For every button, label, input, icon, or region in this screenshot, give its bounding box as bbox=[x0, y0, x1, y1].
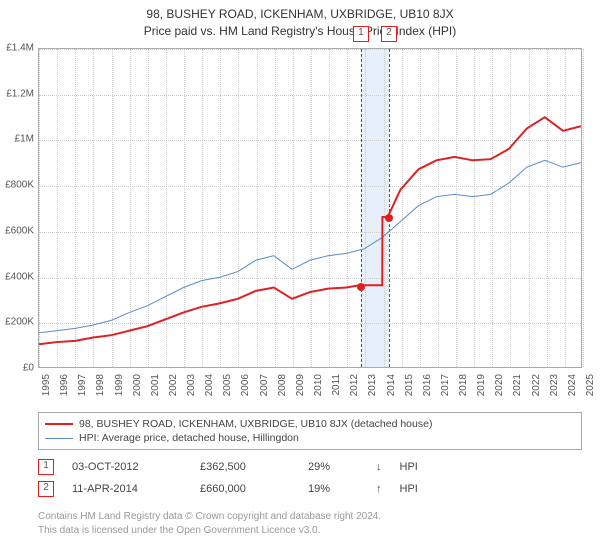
sale-direction-icon: ↓ bbox=[376, 461, 382, 473]
sale-pct: 19% bbox=[308, 483, 358, 495]
sale-marker bbox=[385, 214, 393, 222]
x-tick-label: 1999 bbox=[114, 374, 125, 396]
x-tick-label: 2021 bbox=[512, 374, 523, 396]
x-tick-label: 2012 bbox=[349, 374, 360, 396]
x-tick-label: 1995 bbox=[41, 374, 52, 396]
sale-record-1: 1 03-OCT-2012 £362,500 29% ↓ HPI bbox=[38, 456, 582, 478]
legend-row-hpi: HPI: Average price, detached house, Hill… bbox=[45, 431, 575, 445]
page-subtitle: Price paid vs. HM Land Registry's House … bbox=[0, 23, 600, 40]
x-tick-label: 2011 bbox=[331, 374, 342, 396]
x-tick-label: 2007 bbox=[259, 374, 270, 396]
x-tick-label: 2019 bbox=[476, 374, 487, 396]
x-tick-label: 2003 bbox=[186, 374, 197, 396]
legend-row-property: 98, BUSHEY ROAD, ICKENHAM, UXBRIDGE, UB1… bbox=[45, 417, 575, 431]
y-tick-label: £800K bbox=[0, 180, 34, 191]
sale-price: £660,000 bbox=[200, 483, 290, 495]
x-tick-label: 2020 bbox=[494, 374, 505, 396]
sale-direction-icon: ↑ bbox=[376, 483, 382, 495]
sale-flag-2: 2 bbox=[381, 26, 397, 42]
sale-vs-label: HPI bbox=[400, 461, 418, 473]
y-tick-label: £1M bbox=[0, 134, 34, 145]
x-tick-label: 2018 bbox=[458, 374, 469, 396]
x-tick-label: 2005 bbox=[222, 374, 233, 396]
sale-vs-label: HPI bbox=[400, 483, 418, 495]
x-tick-label: 2002 bbox=[168, 374, 179, 396]
footer-copyright: Contains HM Land Registry data © Crown c… bbox=[38, 510, 582, 524]
sale-pct: 29% bbox=[308, 461, 358, 473]
sale-flag-1: 1 bbox=[353, 26, 369, 42]
sale-record-flag: 1 bbox=[38, 459, 54, 475]
chart-svg bbox=[39, 49, 581, 367]
sale-date: 11-APR-2014 bbox=[72, 483, 182, 495]
x-tick-label: 1996 bbox=[59, 374, 70, 396]
x-tick-label: 1998 bbox=[95, 374, 106, 396]
x-tick-label: 2006 bbox=[240, 374, 251, 396]
y-tick-label: £600K bbox=[0, 225, 34, 236]
footer: Contains HM Land Registry data © Crown c… bbox=[38, 510, 582, 538]
x-tick-label: 2017 bbox=[440, 374, 451, 396]
x-tick-label: 2014 bbox=[386, 374, 397, 396]
x-tick-label: 2008 bbox=[277, 374, 288, 396]
x-tick-label: 2004 bbox=[204, 374, 215, 396]
x-tick-label: 2015 bbox=[404, 374, 415, 396]
y-tick-label: £1.4M bbox=[0, 43, 34, 54]
sale-record-2: 2 11-APR-2014 £660,000 19% ↑ HPI bbox=[38, 478, 582, 500]
legend: 98, BUSHEY ROAD, ICKENHAM, UXBRIDGE, UB1… bbox=[38, 412, 582, 450]
y-tick-label: £0 bbox=[0, 363, 34, 374]
x-tick-label: 2023 bbox=[549, 374, 560, 396]
x-tick-label: 2025 bbox=[585, 374, 596, 396]
hpi-line bbox=[39, 160, 581, 333]
legend-label-red: 98, BUSHEY ROAD, ICKENHAM, UXBRIDGE, UB1… bbox=[79, 418, 432, 430]
chart-area: £0£200K£400K£600K£800K£1M£1.2M£1.4M 1995… bbox=[38, 48, 582, 368]
legend-swatch-blue bbox=[45, 438, 73, 439]
x-tick-label: 2013 bbox=[367, 374, 378, 396]
x-tick-label: 2000 bbox=[132, 374, 143, 396]
x-tick-label: 2010 bbox=[313, 374, 324, 396]
y-tick-label: £1.2M bbox=[0, 88, 34, 99]
legend-label-blue: HPI: Average price, detached house, Hill… bbox=[79, 432, 299, 444]
x-tick-label: 2009 bbox=[295, 374, 306, 396]
sale-date: 03-OCT-2012 bbox=[72, 461, 182, 473]
sale-record-flag: 2 bbox=[38, 481, 54, 497]
plot-frame bbox=[38, 48, 582, 368]
page-title: 98, BUSHEY ROAD, ICKENHAM, UXBRIDGE, UB1… bbox=[0, 6, 600, 23]
x-tick-label: 2001 bbox=[150, 374, 161, 396]
x-tick-label: 1997 bbox=[77, 374, 88, 396]
sale-records: 1 03-OCT-2012 £362,500 29% ↓ HPI 2 11-APR-2014 £… bbox=[38, 456, 582, 500]
footer-licence: This data is licensed under the Open Gov… bbox=[38, 524, 582, 538]
x-tick-label: 2022 bbox=[531, 374, 542, 396]
sale-marker bbox=[357, 283, 365, 291]
x-tick-label: 2016 bbox=[422, 374, 433, 396]
sale-price: £362,500 bbox=[200, 461, 290, 473]
property-line bbox=[39, 117, 581, 344]
legend-swatch-red bbox=[45, 423, 73, 425]
x-tick-label: 2024 bbox=[567, 374, 578, 396]
y-tick-label: £400K bbox=[0, 271, 34, 282]
y-tick-label: £200K bbox=[0, 317, 34, 328]
